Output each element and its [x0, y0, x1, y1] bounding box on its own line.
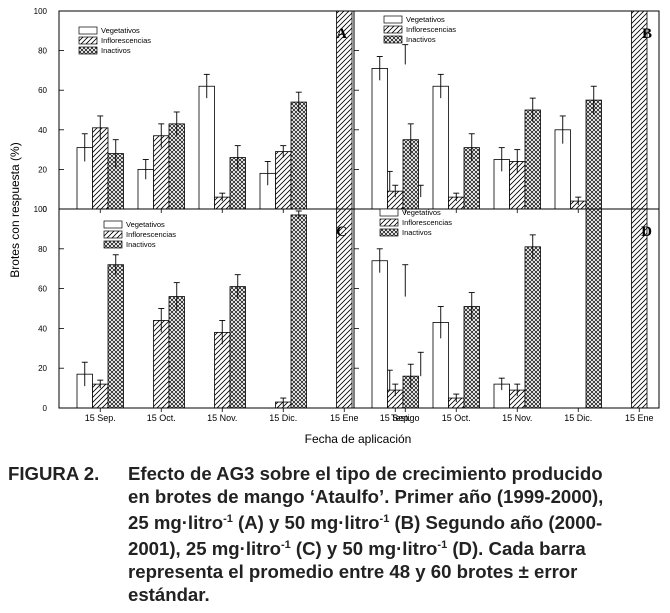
legend-swatch	[103, 230, 123, 239]
legend-label: Vegetativos	[402, 208, 441, 217]
x-tick-label: 15 Nov.	[502, 413, 532, 423]
caption-line-4: 2001), 25 mg·litro-1 (C) y 50 mg·litro-1…	[128, 538, 586, 560]
bar-b-0-0	[371, 68, 388, 209]
y-tick-label: 100	[34, 205, 48, 214]
x-tick-label: Testigo	[391, 413, 420, 423]
y-tick-label: 20	[38, 165, 47, 174]
panel-d: 15 Sep. 15 Oct. 15 Nov. 15 Dic. 15 Ene Testig…	[353, 208, 660, 423]
panel-frame	[353, 208, 660, 409]
bar-a-0-1	[92, 127, 109, 209]
bar-c-1-1	[153, 320, 170, 408]
caption-line-5: representa el promedio entre 48 y 60 bro…	[128, 561, 578, 583]
x-tick-label: 15 Nov.	[207, 413, 237, 423]
bar-a-2-0	[198, 85, 215, 209]
bar-a-3-1	[275, 151, 292, 209]
x-axis-label: Fecha de aplicación	[305, 432, 412, 446]
legend-label: Inactivos	[402, 228, 432, 237]
x-tick-label: 15 Oct.	[442, 413, 471, 423]
bars-group	[371, 209, 648, 408]
x-tick-label: 15 Ene	[625, 413, 654, 423]
y-tick-label: 20	[38, 364, 47, 373]
legend-swatch	[379, 208, 399, 217]
y-tick-label: 100	[34, 7, 48, 16]
legend-label: Inactivos	[101, 46, 131, 55]
bar-c-2-2	[229, 286, 246, 408]
bar-d-3-2	[585, 209, 602, 408]
y-tick-label: 40	[38, 126, 47, 135]
bar-d-2-2	[524, 246, 541, 408]
legend-swatch	[103, 220, 123, 229]
panel-a: 0 20 40 60 80 100 A VegetativosInflorescenciasI…	[34, 7, 424, 214]
y-tick-label: 60	[38, 285, 47, 294]
legend-label: Inflorescencias	[406, 25, 456, 34]
legend-label: Vegetativos	[101, 26, 140, 35]
bar-a-4-1	[336, 11, 353, 209]
legend-swatch	[78, 36, 98, 45]
caption-line-3: 25 mg·litro-1 (A) y 50 mg·litro-1 (B) Se…	[128, 512, 603, 534]
bar-b-4-1	[631, 11, 648, 209]
x-tick-label: 15 Ene	[330, 413, 359, 423]
panel-c: 15 Sep. 15 Oct. 15 Nov. 15 Dic. 15 Ene Testig…	[34, 205, 424, 423]
legend-swatch	[383, 15, 403, 24]
panel-letter: A	[336, 26, 347, 42]
legend-swatch	[379, 228, 399, 237]
bar-b-1-0	[432, 85, 449, 209]
y-axis-label: Brotes con respuesta (%)	[8, 142, 22, 277]
panel-frame	[58, 208, 355, 409]
x-tick-label: 15 Sep.	[85, 413, 116, 423]
bar-c-1-2	[168, 296, 185, 408]
legend-swatch	[78, 46, 98, 55]
panel-letter: C	[336, 224, 347, 240]
legend-label: Vegetativos	[126, 220, 165, 229]
bar-b-3-2	[585, 99, 602, 209]
bar-a-1-2	[168, 123, 185, 209]
bar-c-0-2	[107, 264, 124, 408]
bar-d-4-1	[631, 209, 648, 408]
y-tick-label: 60	[38, 86, 47, 95]
legend-label: Inflorescencias	[101, 36, 151, 45]
y-tick-label: 0	[43, 404, 48, 413]
y-tick-label: 80	[38, 245, 47, 254]
bar-d-0-0	[371, 260, 388, 408]
x-tick-label: 15 Oct.	[147, 413, 176, 423]
legend-label: Inactivos	[406, 35, 436, 44]
bars-group	[371, 11, 648, 209]
legend-label: Inflorescencias	[126, 230, 176, 239]
legend-label: Inactivos	[126, 240, 156, 249]
bar-b-2-2	[524, 109, 541, 209]
figure: 020406080100AVegetativosInflorescenciasI…	[8, 7, 660, 446]
bar-c-4-1	[336, 209, 353, 408]
x-tick-label: 15 Sep.	[380, 413, 411, 423]
bars-group	[76, 11, 353, 209]
bar-d-1-2	[463, 306, 480, 408]
legend-swatch	[103, 240, 123, 249]
panel-letter: D	[641, 224, 652, 240]
legend-label: Vegetativos	[406, 15, 445, 24]
caption-label: FIGURA 2.	[8, 463, 100, 484]
x-tick-label: 15 Dic.	[564, 413, 592, 423]
bar-a-3-2	[290, 101, 307, 209]
legend-swatch	[78, 26, 98, 35]
y-tick-label: 0	[43, 205, 48, 214]
y-tick-label: 40	[38, 324, 47, 333]
panel-letter: B	[642, 26, 652, 42]
legend-swatch	[383, 25, 403, 34]
caption-line-2: en brotes de mango ‘Ataulfo’. Primer año…	[128, 486, 604, 507]
legend-label: Inflorescencias	[402, 218, 452, 227]
figure-caption: FIGURA 2. Efecto de AG3 sobre el tipo de…	[8, 462, 663, 606]
bars-group	[76, 209, 353, 408]
x-tick-label: 15 Dic.	[269, 413, 297, 423]
bar-c-3-2	[290, 214, 307, 408]
legend-swatch	[379, 218, 399, 227]
caption-line-6: estándar.	[128, 584, 210, 606]
y-tick-label: 80	[38, 47, 47, 56]
caption-line-1: Efecto de AG3 sobre el tipo de crecimien…	[128, 463, 603, 484]
legend-swatch	[383, 35, 403, 44]
